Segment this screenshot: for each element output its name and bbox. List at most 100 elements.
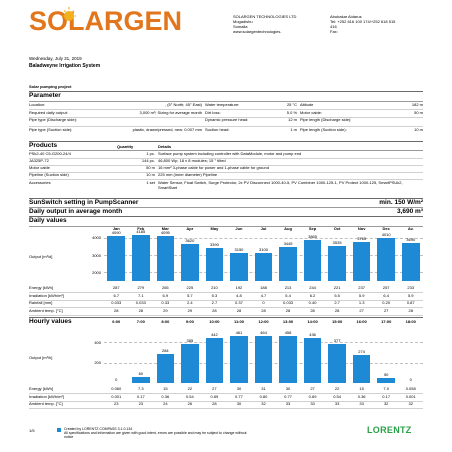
parameter-cell: Water temperature: (205, 102, 240, 107)
divider (29, 101, 423, 102)
table-cell: 22 (187, 386, 193, 391)
category-label: Sep (308, 226, 317, 231)
row-label: Energy [kWh] (29, 285, 54, 290)
divider (29, 207, 423, 208)
table-cell: 0.69 (210, 393, 219, 399)
solargen-logo: SOLARGEN (29, 6, 182, 36)
table-cell: 28 (261, 307, 266, 313)
table-cell: 257 (382, 285, 390, 290)
parameter-cell: Pipe type (Discharge side): (29, 117, 78, 122)
category-label: Feb (137, 226, 145, 231)
contact-tel: Tel: +252 616 100 174/+252 618 515 (330, 19, 396, 24)
row-label: Irradiation [kWh/m²] (29, 292, 64, 298)
table-cell: 5.5 (334, 292, 340, 298)
table-cell: 0.001 (405, 393, 416, 399)
table-cell: 32 (408, 401, 413, 406)
table-cell: 28 (212, 401, 217, 406)
divider (29, 292, 423, 293)
category-label: 15:00 (331, 319, 343, 324)
parameter-cell: Dirt loss: (205, 110, 221, 115)
parameter-cell: Motor cable: (300, 110, 323, 115)
data-label: 60 (138, 370, 144, 376)
table-cell: 210 (211, 285, 218, 290)
divider (29, 317, 423, 318)
parameter-cell: 25 °C (286, 102, 297, 107)
table-cell: 0.17 (136, 393, 145, 399)
product-details: Surface pump system including controller… (158, 151, 302, 156)
parameter-cell: Altitude (300, 102, 314, 107)
product-quantity: 50 m (146, 165, 155, 170)
company-city: Mogadishu (233, 19, 253, 24)
table-cell: 7.0 (383, 386, 389, 391)
product-name: Motor cable (29, 165, 50, 170)
product-quantity: 10 m (146, 172, 155, 177)
data-label: 3865 (308, 234, 318, 240)
category-label: Jun (235, 226, 243, 231)
category-label: Av. (407, 226, 414, 231)
table-cell: 0 (262, 300, 265, 305)
data-label: 458 (284, 330, 292, 336)
table-cell: 5.9 (407, 292, 414, 298)
table-cell: 26 (187, 401, 193, 406)
table-cell: 279 (137, 285, 145, 290)
category-label: 7:00 (136, 319, 145, 324)
product-details: Water Sensor, Float Switch, Surge Protec… (158, 180, 403, 190)
data-label: 464 (260, 329, 267, 335)
table-cell: 225 (186, 285, 194, 290)
table-cell: 28 (334, 307, 340, 313)
table-cell: 0.060 (111, 386, 122, 391)
category-label: 17:00 (381, 319, 392, 324)
table-cell: 27 (212, 386, 217, 391)
parameter-cell: 50 m (414, 110, 423, 115)
sunswitch-label: SunSwitch setting in PumpScanner (29, 199, 139, 206)
project-type: Solar pumping project (29, 84, 72, 89)
product-details: 16 mm² 3-phase cable for power and 1-pha… (158, 165, 269, 170)
divider (29, 164, 423, 166)
parameter-cell: 12 m (288, 117, 297, 122)
chart-bar (377, 377, 395, 383)
parameter-cell: plastic, drawn/pressed, new: 0.007 mm (132, 127, 202, 132)
category-label: 12:00 (258, 319, 269, 324)
table-cell: 221 (333, 285, 341, 290)
company-website[interactable]: www.solargentechnologies. (233, 29, 282, 34)
chart-bar (205, 337, 224, 383)
parameter-cell: Suction head: (205, 127, 230, 132)
chart-bar (181, 343, 199, 383)
data-label: 3390 (209, 242, 219, 248)
table-cell: 28 (114, 307, 119, 313)
table-cell: 213 (284, 285, 292, 290)
y-tick-label: 400 (94, 339, 101, 345)
chart-bar (230, 335, 248, 383)
product-quantity: 1 set (146, 180, 155, 185)
divider (29, 150, 423, 151)
divider (29, 299, 423, 301)
category-label: 9:00 (185, 319, 194, 324)
category-label: Mar (161, 226, 169, 231)
table-cell: 0.058 (405, 386, 416, 391)
table-cell: 0.17 (382, 393, 391, 399)
category-label: Apr (186, 226, 194, 231)
daily-ylabel: Output [m³/d] (29, 254, 53, 259)
data-label: 3535 (332, 239, 342, 245)
logo-text: SOLARGEN (29, 6, 183, 36)
parameter-cell: 3,000 m³; Sizing for average month (139, 110, 202, 115)
row-label: Rainfall [mm] (29, 300, 53, 305)
product-name: JA325P-72 (29, 158, 49, 163)
chart-bar (254, 335, 273, 383)
table-cell: 28 (285, 307, 291, 313)
divider (29, 178, 423, 180)
data-label: 442 (211, 331, 218, 337)
category-label: Nov (357, 226, 366, 231)
divider (29, 141, 423, 142)
table-cell: 7.3 (138, 386, 144, 391)
divider (29, 216, 423, 217)
chart-bar (377, 237, 395, 281)
category-label: Aug (284, 226, 292, 231)
chart-bar (279, 247, 297, 281)
data-label: 385 (186, 337, 194, 343)
footer-created: Created by LORENTZ COMPASS 3.1.0.134 (64, 427, 133, 431)
compass-icon (57, 428, 61, 432)
table-cell: 0.87 (406, 300, 415, 305)
table-cell: 32 (383, 401, 389, 406)
hourly-values-heading: Hourly values (29, 318, 72, 325)
